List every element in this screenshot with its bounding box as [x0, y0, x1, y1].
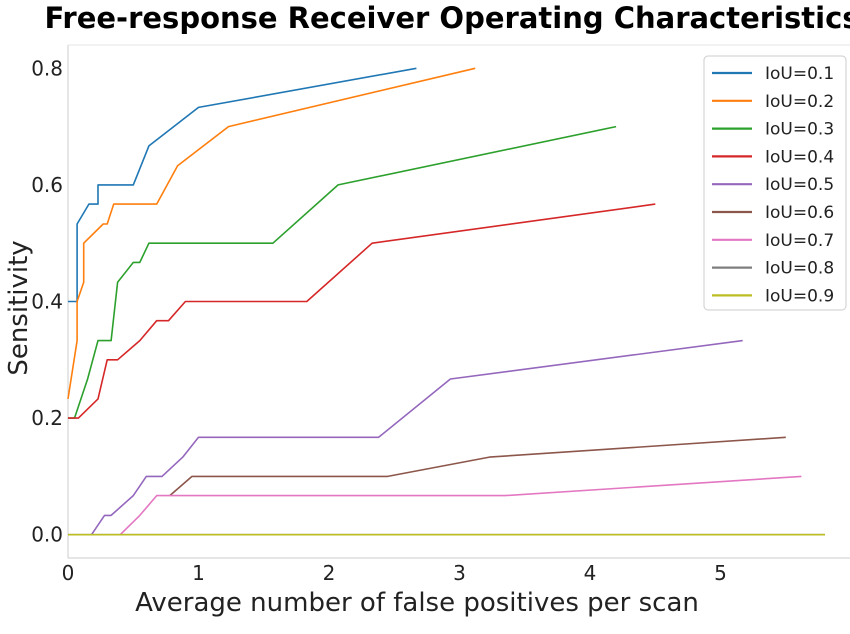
- series-line-iou-0-7: [119, 475, 802, 536]
- legend-box: [703, 55, 847, 311]
- legend-label: IoU=0.1: [765, 64, 834, 84]
- legend-label: IoU=0.2: [765, 92, 834, 112]
- series-line-iou-0-4: [68, 203, 656, 419]
- legend: IoU=0.1 IoU=0.2 IoU=0.3 IoU=0.4 IoU=0.5 IoU=0…: [703, 55, 847, 311]
- legend-entry: IoU=0.3: [712, 120, 834, 140]
- legend-entry: IoU=0.1: [712, 64, 834, 84]
- legend-label: IoU=0.7: [765, 231, 834, 251]
- series-line-iou-0-6: [169, 436, 786, 497]
- legend-entry: IoU=0.7: [712, 231, 834, 251]
- series-line-iou-0-3: [68, 125, 617, 419]
- y-tick-label: 0.6: [31, 173, 63, 197]
- y-tick-labels: 0.0 0.2 0.4 0.6 0.8: [31, 56, 63, 546]
- x-tick-labels: 0 1 2 3 4 5: [62, 561, 727, 585]
- y-tick-label: 0.0: [31, 523, 63, 547]
- legend-label: IoU=0.5: [765, 175, 834, 195]
- series-line-iou-0-2: [67, 67, 476, 400]
- legend-entry: IoU=0.5: [712, 175, 834, 195]
- x-tick-label: 0: [62, 561, 75, 585]
- legend-label: IoU=0.9: [765, 286, 834, 306]
- y-tick-label: 0.2: [31, 406, 63, 430]
- x-tick-label: 2: [323, 561, 336, 585]
- x-tick-label: 5: [714, 561, 727, 585]
- series-line-iou-0-1: [68, 67, 417, 303]
- legend-entry: IoU=0.4: [712, 147, 834, 167]
- chart-title: Free-response Receiver Operating Charact…: [44, 1, 850, 35]
- x-tick-label: 1: [192, 561, 205, 585]
- y-tick-label: 0.8: [31, 56, 63, 80]
- series-layer: [67, 67, 825, 536]
- y-tick-label: 0.4: [31, 290, 63, 314]
- y-axis-label: Sensitivity: [4, 240, 34, 375]
- x-tick-label: 3: [453, 561, 466, 585]
- legend-entry: IoU=0.9: [712, 286, 834, 306]
- legend-entry: IoU=0.6: [712, 203, 834, 223]
- legend-label: IoU=0.3: [765, 120, 834, 140]
- x-axis-label: Average number of false positives per sc…: [135, 588, 699, 618]
- series-line-iou-0-5: [90, 339, 743, 536]
- legend-label: IoU=0.6: [765, 203, 834, 223]
- legend-label: IoU=0.4: [765, 147, 834, 167]
- legend-entry: IoU=0.8: [712, 259, 834, 279]
- legend-entry: IoU=0.2: [712, 92, 834, 112]
- x-tick-label: 4: [584, 561, 597, 585]
- legend-label: IoU=0.8: [765, 259, 834, 279]
